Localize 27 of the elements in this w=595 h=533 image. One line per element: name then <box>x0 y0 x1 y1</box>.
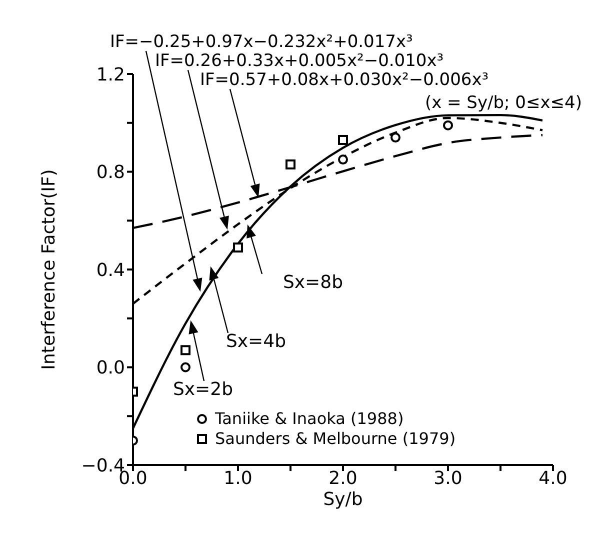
x-tick-label: 3.0 <box>434 468 462 489</box>
y-tick-label: 0.8 <box>96 162 125 184</box>
point <box>180 345 190 356</box>
point <box>390 132 400 143</box>
annotation: Sx=8b <box>282 272 344 293</box>
point <box>338 134 348 145</box>
legend-label: Saunders & Melbourne (1979) <box>215 429 456 449</box>
x-tick-label: 1.0 <box>224 468 252 489</box>
point <box>180 362 190 372</box>
x-axis-title: Sy/b <box>323 489 363 510</box>
legend-label: Taniike & Inaoka (1988) <box>215 409 404 429</box>
point <box>338 154 348 165</box>
annotation: IF=0.57+0.08x+0.030x²−0.006x³ <box>200 70 489 90</box>
x-tick-label: 2.0 <box>328 468 358 489</box>
annotation: Sx=4b <box>226 331 286 352</box>
y-tick-label: 1.2 <box>96 64 125 86</box>
y-tick-label: 0.0 <box>96 358 125 379</box>
text: IF=0.26+0.33x+0.005x²−0.010x³ <box>155 51 444 71</box>
point <box>443 120 453 130</box>
point <box>233 242 243 253</box>
annotation: (x = Sy/b; 0≤x≤4) <box>424 93 582 113</box>
annotation: Sx=2b <box>172 379 234 400</box>
x-tick-label: 4.0 <box>538 468 568 489</box>
y-tick-label: 0.4 <box>96 260 125 281</box>
y-axis-title: Interference Factor(IF) <box>38 169 60 370</box>
point <box>286 159 296 170</box>
text: IF=−0.25+0.97x−0.232x²+0.017x³ <box>110 32 413 52</box>
